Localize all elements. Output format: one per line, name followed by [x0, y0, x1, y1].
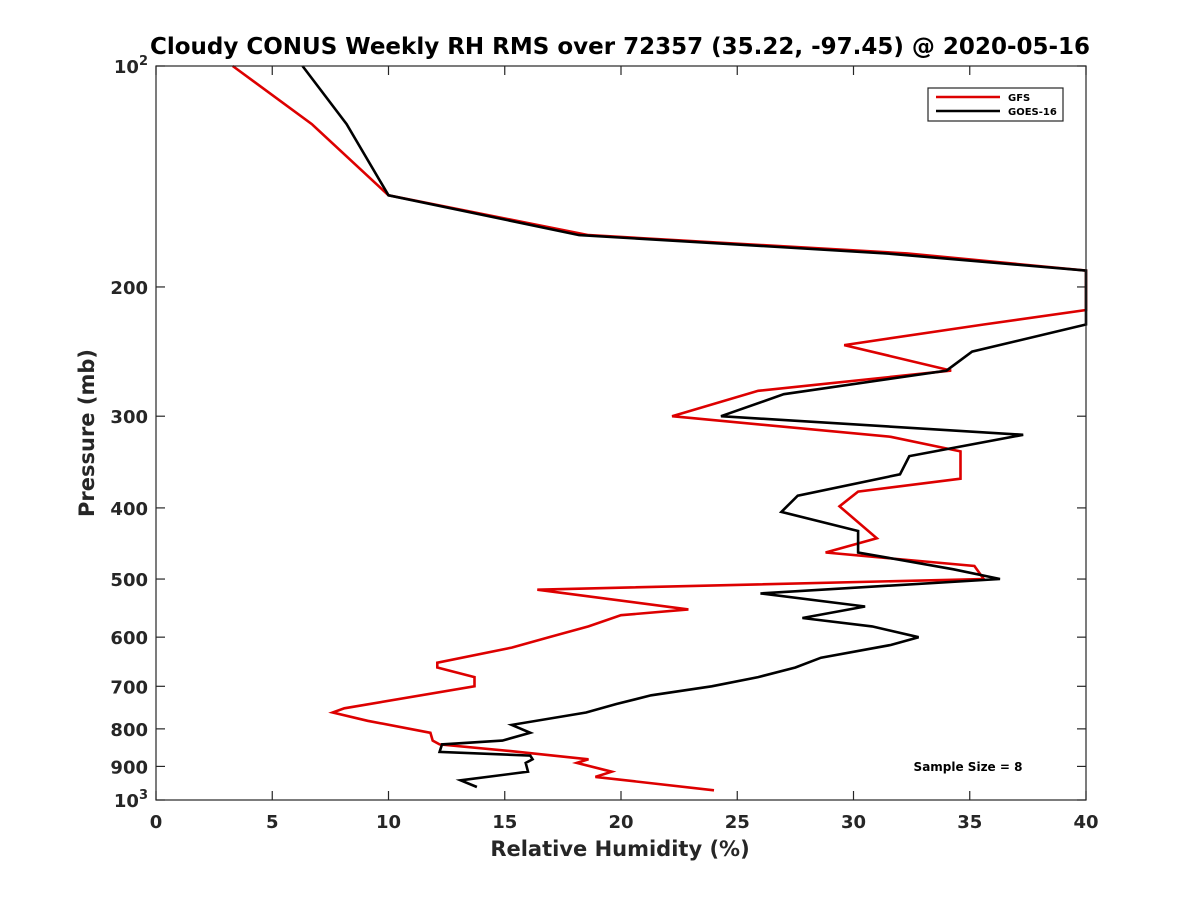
y-tick-label: 600 [110, 628, 148, 649]
x-tick-label: 20 [608, 812, 633, 833]
legend: GFS GOES-16 [927, 87, 1064, 122]
y-tick-label: 900 [110, 757, 148, 778]
x-tick-label: 5 [266, 812, 279, 833]
x-tick-label: 35 [957, 812, 982, 833]
chart-title: Cloudy CONUS Weekly RH RMS over 72357 (3… [150, 34, 1090, 60]
y-tick-label: 103 [114, 788, 148, 812]
y-tick-label: 700 [110, 677, 148, 698]
y-tick-label: 400 [110, 499, 148, 520]
series-line-gfs [231, 64, 1088, 792]
x-tick-label: 15 [492, 812, 517, 833]
series-line-goes-16 [301, 65, 1088, 789]
x-tick-label: 10 [376, 812, 401, 833]
series-layer [231, 64, 1088, 792]
legend-label-gfs: GFS [1008, 93, 1030, 104]
legend-label-goes-16: GOES-16 [1008, 107, 1057, 118]
plot-frame [155, 65, 1087, 801]
x-axis-label: Relative Humidity (%) [490, 837, 749, 861]
y-axis-label: Pressure (mb) [75, 349, 99, 517]
x-tick-label: 40 [1073, 812, 1098, 833]
axis-ticks: 0 5 10 15 20 25 30 35 40 102 200 300 400 500 600 700 800… [110, 54, 1098, 833]
x-tick-label: 0 [150, 812, 163, 833]
y-tick-label: 200 [110, 278, 148, 299]
y-tick-label: 102 [114, 54, 148, 78]
sample-size-annotation: Sample Size = 8 [914, 760, 1023, 774]
y-tick-label: 300 [110, 407, 148, 428]
x-tick-label: 25 [725, 812, 750, 833]
y-tick-label: 500 [110, 570, 148, 591]
x-tick-label: 30 [841, 812, 866, 833]
legend-box [927, 87, 1064, 122]
y-tick-label: 800 [110, 720, 148, 741]
